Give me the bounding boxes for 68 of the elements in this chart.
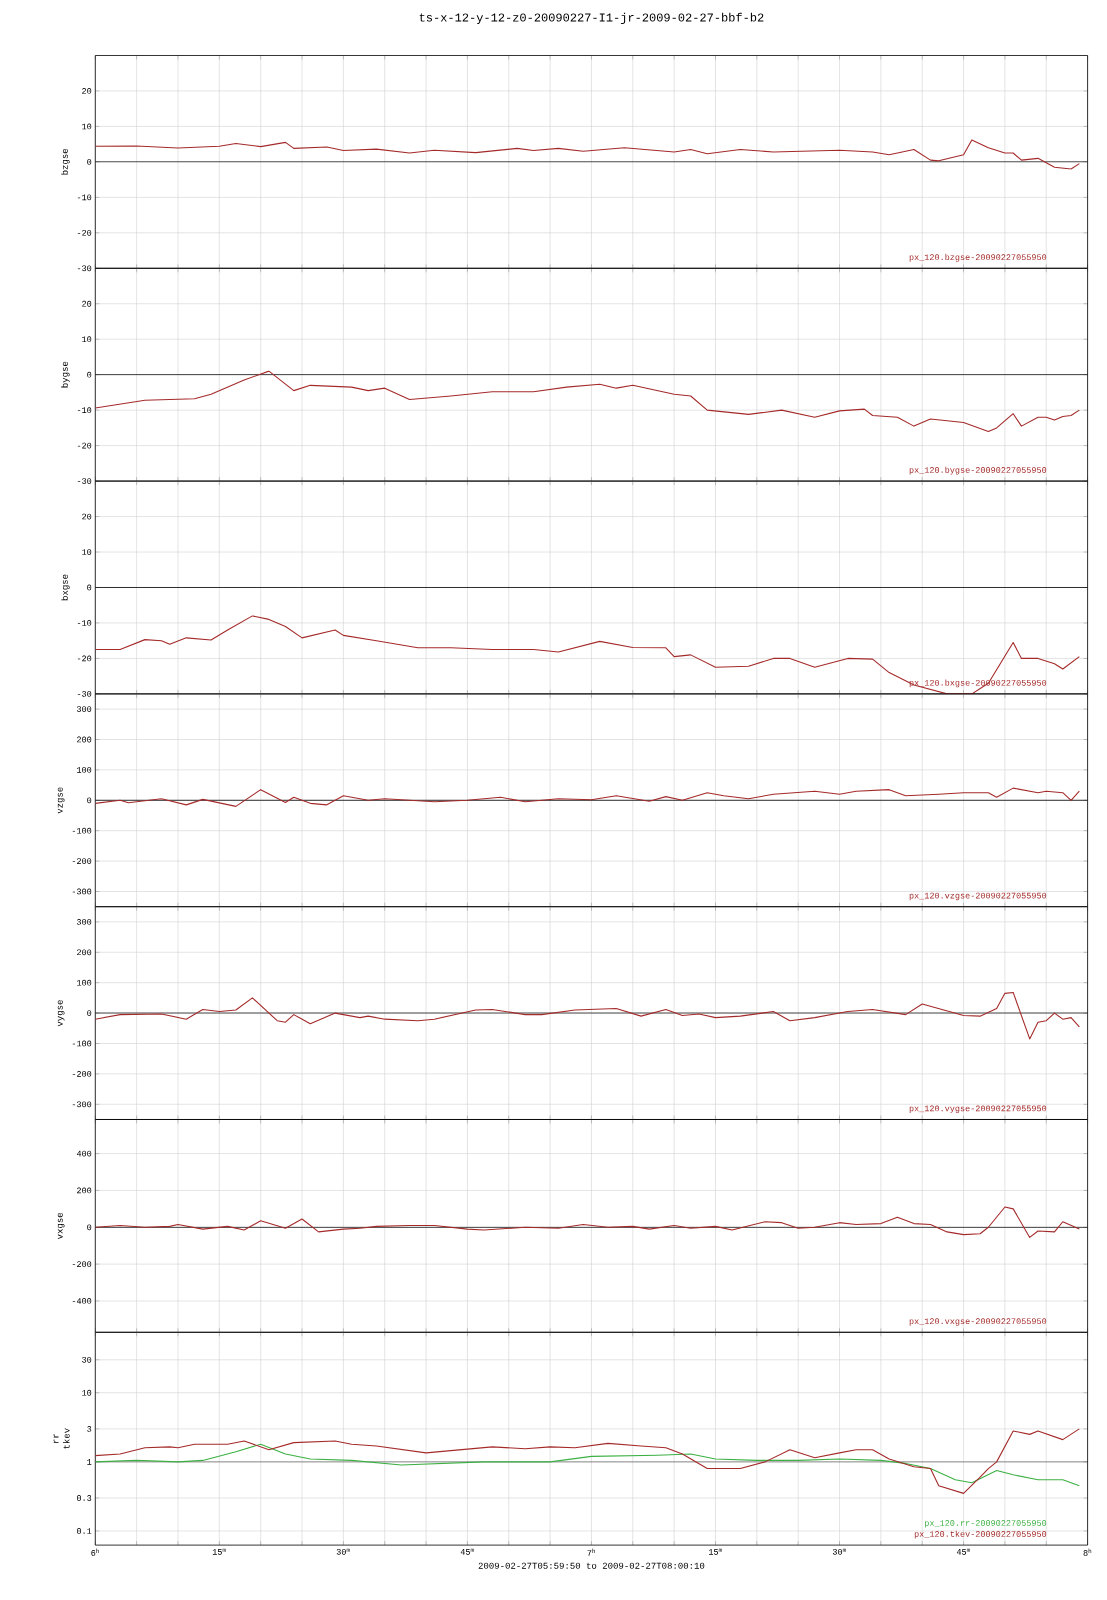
y-tick-label: -10	[77, 620, 92, 626]
chart-title: ts-x-12-y-12-z0-20090227-I1-jr-2009-02-27-bbf-b2	[419, 12, 764, 24]
y-tick-label: -20	[77, 655, 92, 662]
y-tick-label: -400	[72, 1298, 92, 1304]
text: px_120.rr-20090227055950	[925, 1520, 1047, 1528]
x-tick-label: 7$^{h}$	[587, 1548, 596, 1556]
y-tick-label: 400	[76, 1150, 92, 1157]
y-axis-title: bygse	[61, 361, 70, 388]
y-tick-label: -20	[77, 229, 92, 236]
y-axis-title: vxgse	[57, 1212, 65, 1240]
y-tick-label: 0	[87, 584, 92, 591]
x-tick-label: 8$^{h}$	[1083, 1548, 1092, 1556]
y-tick-label: -300	[72, 888, 92, 895]
y-tick-label: -100	[72, 1040, 92, 1047]
text: px_120.bygse-20090227055950	[909, 466, 1047, 475]
y-axis-title: bzgse	[61, 148, 70, 175]
x-tick-label: 6$^{h}$	[91, 1548, 99, 1556]
y-tick-label: 300	[77, 919, 92, 925]
y-tick-label: -10	[77, 194, 92, 201]
y-tick-label: 1	[87, 1459, 92, 1465]
x-tick-label: 15$^{m}$	[212, 1548, 226, 1555]
y-tick-label: 30	[82, 1356, 92, 1363]
x-tick-label: 30$^{m}$	[336, 1548, 350, 1555]
y-tick-label: 200	[77, 949, 92, 956]
y-tick-label: 10	[82, 336, 92, 343]
y-tick-label: 100	[77, 979, 92, 986]
y-tick-label: 100	[77, 767, 92, 773]
text: px_120.vzgse-20090227055950	[909, 892, 1047, 901]
x-tick-label: 30$^{m}$	[832, 1548, 846, 1555]
y-tick-label: 10	[82, 1389, 92, 1396]
y-tick-label: 0	[87, 159, 92, 165]
y-tick-label: 200	[77, 736, 92, 743]
y-tick-label: 0	[87, 371, 92, 378]
y-tick-label: 10	[82, 549, 92, 555]
y-axis-title: rr tkev	[53, 1428, 70, 1449]
y-tick-label: -200	[72, 1071, 92, 1077]
text: px_120.tkev-20090227055950	[914, 1530, 1047, 1539]
y-tick-label: 0.1	[76, 1528, 92, 1534]
y-tick-label: 10	[82, 123, 92, 130]
y-tick-label: -200	[72, 1261, 92, 1267]
y-tick-label: -30	[77, 478, 92, 484]
y-tick-label: -100	[72, 827, 92, 834]
x-axis-title: 2009-02-27T05:59:50 to 2009-02-27T08:00:10	[478, 1562, 705, 1569]
y-tick-label: 200	[77, 1187, 92, 1194]
y-tick-label: 20	[82, 88, 92, 94]
x-tick-label: 15$^{m}$	[708, 1548, 722, 1555]
y-tick-label: 0.3	[76, 1495, 92, 1501]
y-tick-label: 3	[87, 1426, 92, 1432]
text: px_120.bzgse-20090227055950	[909, 253, 1047, 262]
y-tick-label: -10	[77, 407, 92, 414]
y-tick-label: -30	[77, 265, 92, 272]
y-axis-title: vzgse	[57, 787, 65, 814]
y-tick-label: 300	[77, 706, 92, 712]
y-tick-label: -30	[77, 691, 92, 697]
y-tick-label: 0	[87, 1224, 92, 1231]
y-tick-label: 0	[87, 1010, 92, 1016]
y-tick-label: 0	[87, 797, 92, 804]
y-tick-label: -20	[77, 442, 92, 449]
y-tick-label: -300	[72, 1101, 92, 1108]
y-axis-title: bxgse	[61, 574, 70, 601]
text: px_120.vxgse-20090227055950	[909, 1318, 1047, 1326]
x-tick-label: 45$^{m}$	[460, 1548, 474, 1555]
text: px_120.vygse-20090227055950	[909, 1105, 1047, 1113]
y-tick-label: 20	[82, 300, 92, 307]
y-axis-title: vygse	[57, 1000, 65, 1027]
y-tick-label: 20	[82, 513, 92, 520]
y-tick-label: -200	[72, 858, 92, 864]
x-tick-label: 45$^{m}$	[956, 1548, 970, 1555]
